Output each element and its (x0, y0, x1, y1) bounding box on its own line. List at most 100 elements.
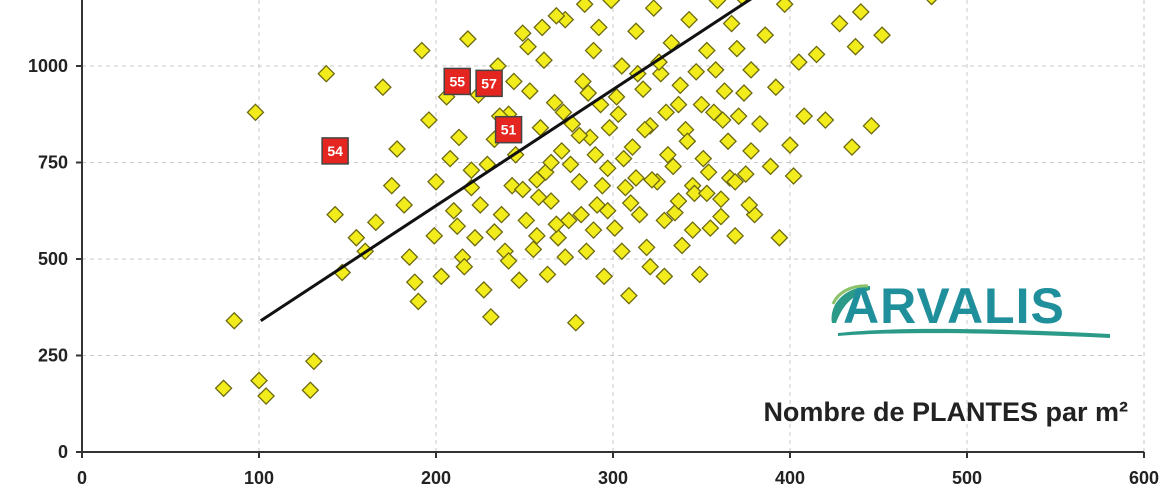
data-point (742, 142, 760, 160)
data-point (317, 64, 336, 83)
data-point (579, 84, 598, 102)
data-point (736, 165, 755, 183)
data-point (584, 221, 603, 239)
highlighted-marker (321, 137, 349, 165)
data-point (466, 228, 484, 247)
data-point (643, 170, 661, 189)
data-point (301, 381, 320, 400)
x-axis-label: Nombre de PLANTES par m² (763, 397, 1128, 427)
data-point (510, 271, 529, 290)
data-point (593, 176, 612, 195)
data-point (651, 64, 670, 83)
data-point (719, 132, 737, 151)
data-point (742, 60, 760, 79)
highlighted-point: 54 (321, 137, 349, 165)
data-point (462, 161, 481, 180)
data-point (458, 30, 477, 48)
data-point (598, 201, 617, 220)
data-point (347, 228, 366, 247)
data-point (545, 93, 564, 112)
data-point (669, 95, 688, 114)
data-point (326, 205, 345, 224)
data-point (634, 80, 653, 99)
data-point (635, 120, 654, 139)
y-tick-label: 1000 (28, 56, 68, 76)
data-point (444, 201, 463, 220)
data-point (846, 37, 865, 56)
data-point (789, 53, 808, 72)
data-point (485, 223, 504, 241)
data-point (455, 257, 474, 276)
data-point (586, 145, 605, 164)
data-point (770, 228, 789, 247)
data-point (471, 196, 490, 214)
data-point (614, 149, 633, 168)
data-point (807, 45, 826, 64)
data-point (843, 138, 861, 156)
data-point (214, 379, 233, 398)
data-point (623, 138, 642, 156)
data-point (697, 184, 716, 203)
data-point (570, 172, 589, 191)
data-point (706, 60, 725, 79)
data-point (708, 0, 727, 10)
data-point (535, 51, 553, 70)
data-point (542, 153, 560, 172)
data-point (620, 286, 638, 305)
data-point (481, 307, 500, 326)
data-point (630, 205, 649, 224)
data-point (552, 142, 571, 160)
data-point (694, 149, 713, 168)
data-point (538, 265, 557, 284)
data-point (616, 178, 635, 197)
data-point (726, 226, 745, 245)
data-point (830, 14, 849, 33)
highlighted-marker (475, 69, 503, 98)
data-point (556, 248, 575, 266)
y-tick-label: 500 (38, 249, 68, 269)
data-point (795, 107, 814, 126)
y-tick-label: 750 (38, 153, 68, 173)
data-point (499, 252, 518, 270)
data-point (655, 211, 674, 230)
data-point (627, 169, 645, 187)
data-point (655, 267, 674, 286)
data-point (678, 132, 697, 151)
data-point (598, 159, 617, 178)
data-point (926, 0, 938, 6)
highlighted-point: 51 (494, 115, 523, 144)
data-point (448, 217, 467, 236)
data-point (851, 3, 870, 21)
data-point (432, 267, 451, 286)
data-point (692, 95, 711, 114)
data-point (750, 114, 769, 133)
data-point (735, 84, 753, 102)
data-point (641, 257, 660, 276)
highlighted-point: 55 (443, 67, 471, 96)
highlighted-marker-label: 57 (481, 75, 497, 91)
data-point (570, 126, 589, 145)
data-point (595, 267, 614, 286)
data-point (690, 265, 709, 284)
data-point (761, 157, 780, 176)
data-point (766, 78, 785, 97)
highlighted-point: 57 (475, 69, 503, 98)
x-tick-label: 300 (598, 468, 628, 488)
x-tick-label: 100 (244, 468, 274, 488)
data-point (533, 18, 552, 37)
data-point (713, 111, 732, 129)
data-point (621, 194, 640, 212)
data-point (246, 103, 265, 122)
data-point (395, 196, 414, 214)
data-point (685, 184, 704, 203)
data-point (669, 192, 688, 211)
data-point (572, 205, 591, 224)
logo-swoosh (838, 328, 1110, 338)
data-point (504, 72, 523, 91)
data-point (602, 0, 621, 10)
data-point (612, 57, 631, 75)
data-point (609, 105, 628, 124)
highlighted-marker (494, 115, 523, 144)
x-tick-label: 500 (952, 468, 982, 488)
data-point (513, 24, 532, 43)
